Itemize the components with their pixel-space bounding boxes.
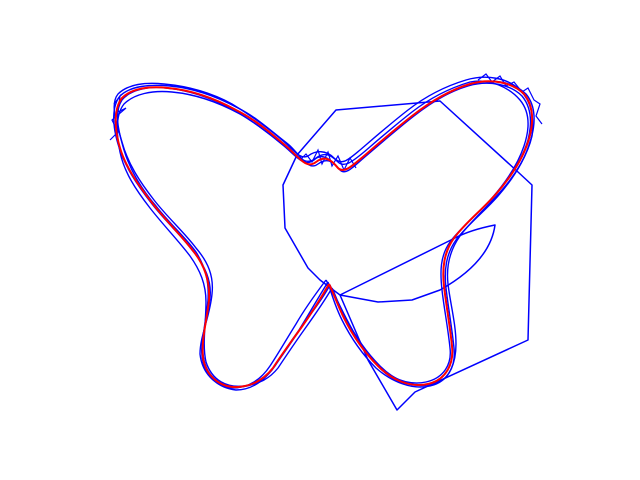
- reference-curve: [114, 80, 534, 389]
- jitter-center: [299, 148, 357, 172]
- trajectory-2: [113, 80, 535, 391]
- hull-arc: [339, 224, 496, 303]
- jitter-left-top: [109, 93, 127, 141]
- hull-polygon-left: [282, 100, 533, 411]
- hull-group: [282, 100, 533, 411]
